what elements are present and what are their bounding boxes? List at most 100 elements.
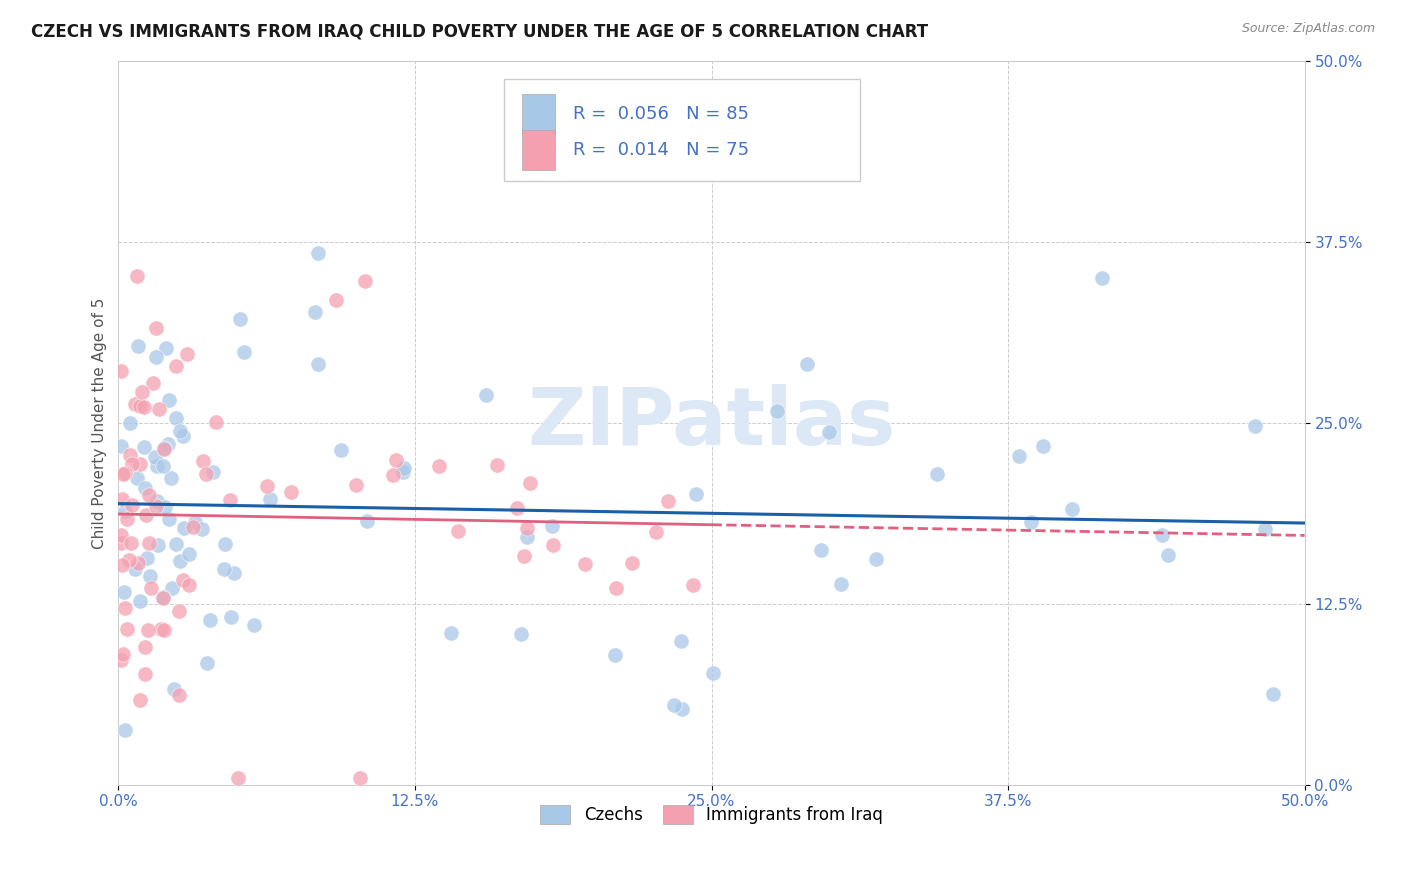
Point — [280, 485, 302, 500]
Text: R =  0.014   N = 75: R = 0.014 N = 75 — [572, 141, 749, 159]
Point — [125, 269, 148, 284]
Point — [222, 566, 245, 581]
Text: CZECH VS IMMIGRANTS FROM IRAQ CHILD POVERTY UNDER THE AGE OF 5 CORRELATION CHART: CZECH VS IMMIGRANTS FROM IRAQ CHILD POVE… — [31, 22, 928, 40]
Point — [485, 458, 508, 472]
Point — [620, 556, 643, 570]
Point — [134, 481, 156, 495]
Point — [325, 293, 347, 307]
Point — [394, 461, 416, 475]
Point — [682, 578, 704, 592]
Point — [134, 640, 156, 654]
Point — [121, 498, 143, 512]
Text: R =  0.056   N = 85: R = 0.056 N = 85 — [572, 104, 749, 122]
Point — [344, 478, 367, 492]
Point — [163, 681, 186, 696]
Point — [1261, 687, 1284, 701]
Point — [139, 581, 162, 595]
Point — [152, 590, 174, 604]
Point — [645, 525, 668, 540]
Point — [183, 519, 205, 533]
Point — [153, 623, 176, 637]
Point — [447, 524, 470, 539]
Point — [233, 344, 256, 359]
Point — [1157, 549, 1180, 563]
Point — [671, 633, 693, 648]
Point — [304, 305, 326, 319]
Point — [127, 471, 149, 485]
Point — [506, 501, 529, 516]
Point — [307, 357, 329, 371]
Point — [657, 494, 679, 508]
Point — [381, 467, 404, 482]
Point — [124, 397, 146, 411]
Point — [121, 457, 143, 471]
Point — [110, 653, 132, 667]
Point — [146, 458, 169, 473]
Point — [440, 625, 463, 640]
Point — [766, 404, 789, 418]
Point — [810, 542, 832, 557]
Point — [671, 702, 693, 716]
Point — [201, 465, 224, 479]
Point — [112, 647, 135, 661]
Point — [145, 320, 167, 334]
Point — [172, 429, 194, 443]
Point — [1253, 522, 1275, 536]
Point — [193, 454, 215, 468]
Point — [191, 522, 214, 536]
Point — [177, 578, 200, 592]
Point — [148, 538, 170, 552]
Point — [112, 467, 135, 481]
Point — [135, 508, 157, 523]
Point — [129, 458, 152, 472]
Point — [702, 666, 724, 681]
Point — [129, 594, 152, 608]
Point — [159, 471, 181, 485]
Point — [129, 692, 152, 706]
FancyBboxPatch shape — [522, 94, 555, 134]
Point — [131, 385, 153, 400]
Point — [165, 537, 187, 551]
Point — [157, 392, 180, 407]
Point — [513, 549, 536, 563]
Point — [392, 465, 415, 479]
Point — [427, 458, 450, 473]
Point — [519, 476, 541, 491]
FancyBboxPatch shape — [503, 79, 860, 180]
Point — [214, 537, 236, 551]
Point — [120, 416, 142, 430]
Point — [146, 494, 169, 508]
Point — [138, 535, 160, 549]
Point — [155, 341, 177, 355]
Point — [219, 492, 242, 507]
Point — [194, 467, 217, 481]
Point — [307, 246, 329, 260]
Point — [1091, 270, 1114, 285]
Point — [120, 536, 142, 550]
Point — [128, 399, 150, 413]
Legend: Czechs, Immigrants from Iraq: Czechs, Immigrants from Iraq — [534, 798, 890, 830]
Point — [510, 627, 533, 641]
Point — [152, 458, 174, 473]
Point — [149, 622, 172, 636]
Point — [1150, 528, 1173, 542]
Point — [110, 364, 132, 378]
Point — [242, 617, 264, 632]
Point — [927, 467, 949, 481]
Point — [120, 448, 142, 462]
Text: Source: ZipAtlas.com: Source: ZipAtlas.com — [1241, 22, 1375, 36]
Point — [176, 347, 198, 361]
Point — [603, 648, 626, 662]
Point — [110, 536, 132, 550]
Point — [115, 622, 138, 636]
Point — [226, 771, 249, 785]
Point — [353, 274, 375, 288]
Point — [818, 425, 841, 439]
Point — [124, 561, 146, 575]
Point — [134, 666, 156, 681]
Point — [142, 376, 165, 390]
Point — [662, 698, 685, 712]
Point — [148, 401, 170, 416]
Point — [169, 554, 191, 568]
Point — [169, 688, 191, 702]
